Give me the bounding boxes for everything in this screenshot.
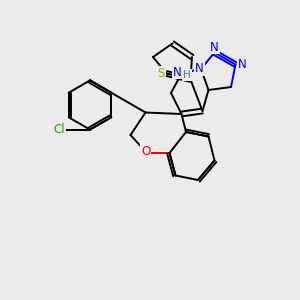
Text: N: N [210,40,219,54]
Text: N: N [172,65,182,79]
Text: Cl: Cl [54,123,65,136]
Text: H: H [183,70,191,80]
Text: N: N [238,58,247,71]
Text: S: S [158,67,165,80]
Text: N: N [195,62,204,76]
Text: O: O [141,145,150,158]
